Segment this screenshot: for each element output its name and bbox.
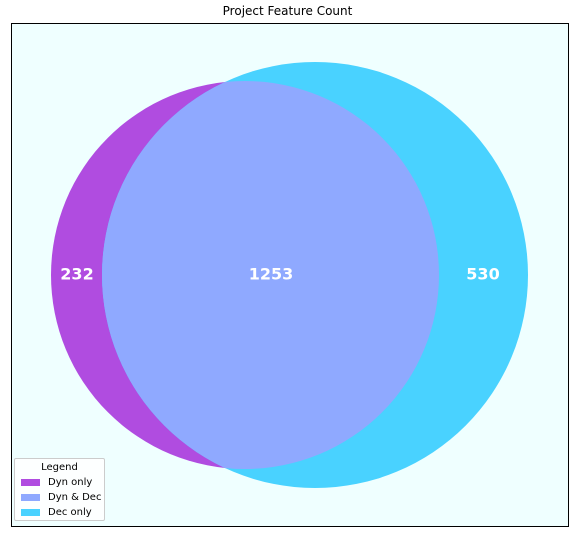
value-label-dec-only: 530 xyxy=(466,265,499,284)
legend-swatch-both xyxy=(21,494,40,501)
chart-title: Project Feature Count xyxy=(222,4,353,18)
legend-title: Legend xyxy=(41,462,78,473)
legend-item-both: Dyn & Dec xyxy=(15,490,104,505)
legend: Legend Dyn only Dyn & Dec Dec only xyxy=(14,458,105,521)
value-label-dyn-only: 232 xyxy=(60,265,93,284)
legend-item-dec-only: Dec only xyxy=(15,505,104,520)
legend-label-dyn-only: Dyn only xyxy=(48,477,93,488)
legend-label-dec-only: Dec only xyxy=(48,507,92,518)
legend-item-dyn-only: Dyn only xyxy=(15,475,104,490)
legend-swatch-dyn-only xyxy=(21,479,40,486)
value-label-both: 1253 xyxy=(249,265,294,284)
legend-label-both: Dyn & Dec xyxy=(48,492,102,503)
region-both xyxy=(102,81,439,469)
legend-swatch-dec-only xyxy=(21,509,40,516)
